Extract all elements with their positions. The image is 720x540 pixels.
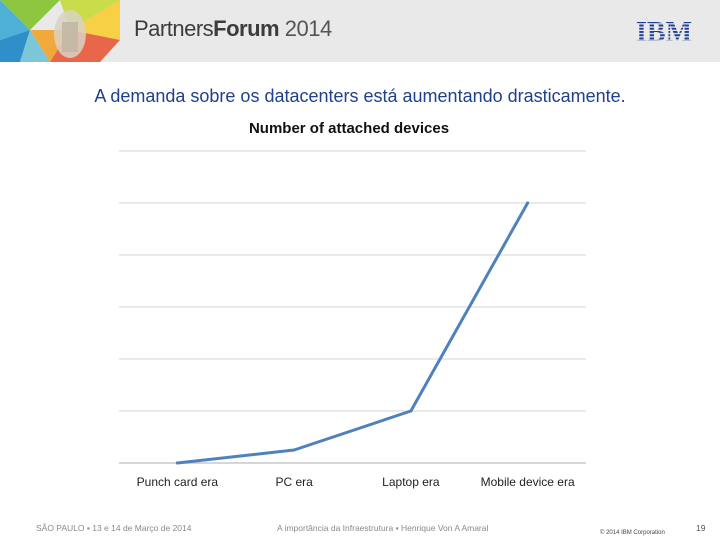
brand-partners: Partners	[134, 16, 214, 41]
chart-title: Number of attached devices	[249, 120, 449, 137]
page-number: 19	[696, 523, 706, 533]
x-tick-label: PC era	[275, 475, 313, 489]
forum-logo-art-icon	[0, 0, 120, 62]
chart-gridlines	[119, 150, 586, 464]
ibm-logo: IBM	[636, 18, 692, 44]
series-line	[175, 201, 530, 465]
x-tick-label: Punch card era	[137, 475, 219, 489]
ibm-logo-text: IBM	[636, 18, 692, 44]
data-point	[526, 201, 530, 205]
x-tick-label: Mobile device era	[481, 475, 575, 489]
partners-forum-title: PartnersForum 2014	[134, 16, 332, 42]
x-tick-label: Laptop era	[382, 475, 440, 489]
data-point	[292, 448, 296, 452]
slide-headline: A demanda sobre os datacenters está aume…	[94, 86, 626, 106]
data-point	[409, 409, 413, 413]
header-bar: PartnersForum 2014 IBM	[0, 0, 720, 62]
brand-forum: Forum	[213, 16, 280, 41]
chart-x-ticks: Punch card era PC era Laptop era Mobile dev…	[137, 475, 575, 489]
footer-talk: A importância da Infraestrutura ▪ Henriq…	[277, 523, 489, 533]
brand-year: 2014	[284, 16, 332, 41]
footer-event: SÃO PAULO ▪ 13 e 14 de Março de 2014	[36, 523, 192, 533]
data-point	[175, 461, 179, 465]
devices-line-chart: Number of attached devices Punch card er…	[119, 120, 586, 489]
footer-copyright: © 2014 IBM Corporation	[600, 530, 665, 536]
chart-series-layer	[175, 201, 530, 465]
